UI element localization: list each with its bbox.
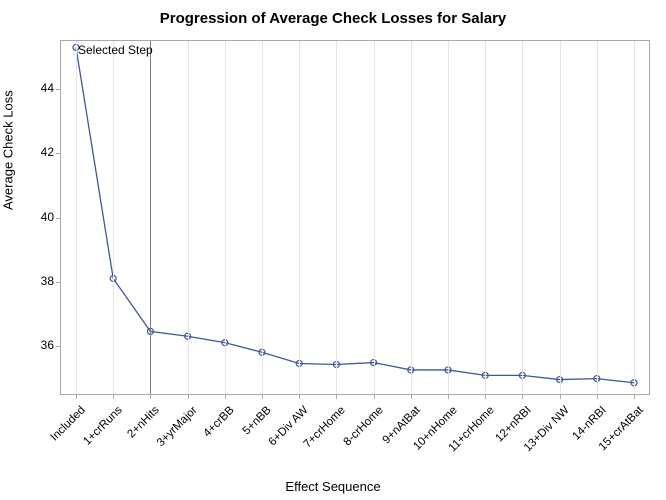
gridline [299,41,300,394]
series-line [76,47,634,382]
x-tick [560,394,561,399]
y-tick [56,153,61,154]
x-tick-label: 8-crHome [341,404,385,448]
y-tick-label: 42 [41,145,54,159]
gridline [336,41,337,394]
gridline [411,41,412,394]
y-tick [56,346,61,347]
gridline [485,41,486,394]
y-tick [56,218,61,219]
x-tick-label: 2+nHits [126,404,162,440]
line-series [61,41,649,394]
y-tick-label: 38 [41,274,54,288]
x-tick-label: 1+crRuns [81,404,125,448]
gridline [560,41,561,394]
chart-container: Progression of Average Check Losses for … [0,0,666,500]
x-tick [113,394,114,399]
gridline [262,41,263,394]
x-tick [150,394,151,399]
x-tick [336,394,337,399]
annotation-selected-step: Selected Step [78,43,153,57]
gridline [448,41,449,394]
x-tick [262,394,263,399]
x-tick [188,394,189,399]
x-axis-label: Effect Sequence [0,479,666,494]
gridline [522,41,523,394]
selected-step-line [150,41,151,394]
gridline [374,41,375,394]
x-tick [597,394,598,399]
gridline [188,41,189,394]
y-tick-label: 36 [41,338,54,352]
y-axis-label: Average Check Loss [1,90,16,210]
x-tick [225,394,226,399]
x-tick [448,394,449,399]
x-tick [76,394,77,399]
x-tick [374,394,375,399]
gridline [225,41,226,394]
x-tick [634,394,635,399]
x-tick-label: 5+nBB [241,404,274,437]
x-tick [522,394,523,399]
x-tick-label: 3+yrMajor [154,404,199,449]
y-tick [56,282,61,283]
x-tick-label: 4+crBB [201,404,236,439]
gridline [634,41,635,394]
plot-area: Selected Step [60,40,650,395]
chart-title: Progression of Average Check Losses for … [0,10,666,27]
y-tick-label: 44 [41,81,54,95]
gridline [597,41,598,394]
y-tick [56,89,61,90]
x-tick [299,394,300,399]
gridline [113,41,114,394]
y-tick-label: 40 [41,210,54,224]
x-tick [411,394,412,399]
x-tick [485,394,486,399]
gridline [76,41,77,394]
